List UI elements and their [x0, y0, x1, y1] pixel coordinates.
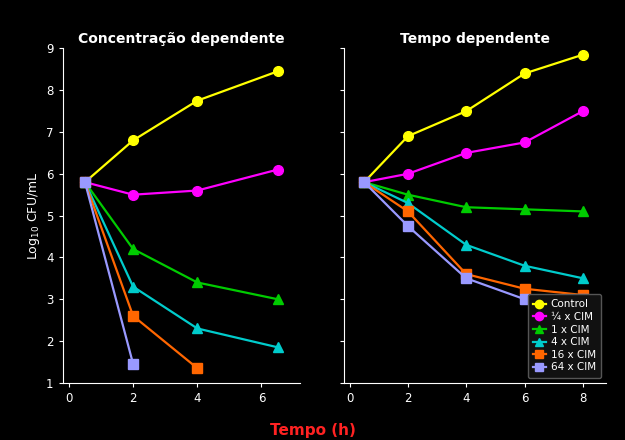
Y-axis label: Log$_{10}$ CFU/mL: Log$_{10}$ CFU/mL — [26, 171, 42, 260]
Text: Tempo (h): Tempo (h) — [269, 423, 356, 438]
Title: Concentração dependente: Concentração dependente — [78, 32, 284, 46]
Legend: Control, ¼ x CIM, 1 x CIM, 4 x CIM, 16 x CIM, 64 x CIM: Control, ¼ x CIM, 1 x CIM, 4 x CIM, 16 x… — [528, 294, 601, 378]
Title: Tempo dependente: Tempo dependente — [400, 32, 550, 46]
